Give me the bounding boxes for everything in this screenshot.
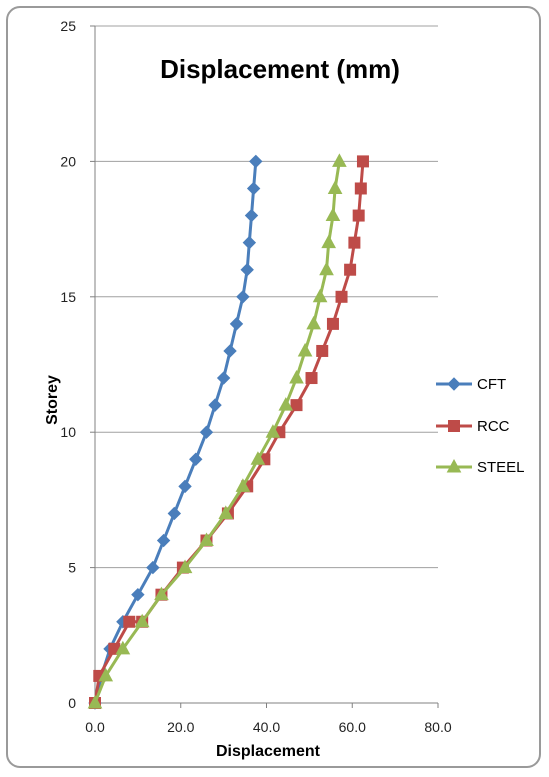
series-steel	[87, 153, 347, 709]
data-point-cft	[223, 344, 237, 358]
legend-label-rcc: RCC	[477, 418, 510, 435]
x-tick-label: 40.0	[253, 719, 280, 735]
series-line-rcc	[93, 161, 365, 704]
y-tick-label: 20	[60, 153, 76, 169]
legend-item-steel: STEEL	[436, 458, 525, 476]
data-point-rcc	[335, 290, 348, 303]
data-point-rcc	[354, 182, 367, 195]
data-point-cft	[156, 533, 171, 548]
data-point-rcc	[344, 263, 357, 276]
data-point-steel	[332, 153, 347, 167]
data-point-rcc	[316, 344, 329, 357]
gridlines	[95, 25, 438, 569]
data-point-steel	[177, 559, 193, 574]
data-point-cft	[242, 235, 257, 250]
data-point-cft	[240, 263, 254, 277]
series-cft	[88, 154, 263, 710]
data-point-steel	[199, 532, 214, 547]
data-point-cft	[167, 506, 182, 521]
data-point-steel	[98, 667, 114, 682]
data-point-cft	[131, 587, 145, 602]
y-tick-label: 5	[68, 560, 76, 576]
data-point-cft	[208, 398, 222, 412]
chart-title: Displacement (mm)	[160, 54, 400, 84]
data-point-cft	[146, 560, 160, 575]
y-axis-label: Storey	[44, 375, 61, 425]
x-axis-label: Displacement	[216, 743, 321, 760]
data-point-rcc	[326, 317, 339, 330]
data-point-cft	[199, 425, 214, 439]
axes: 0 5 10 15 20 25 0.0 20.0 40.0 60.0 80.0	[60, 18, 451, 735]
data-point-rcc	[305, 372, 318, 385]
x-tick-label: 80.0	[424, 719, 451, 735]
legend-item-cft: CFT	[436, 376, 506, 393]
data-point-steel	[115, 640, 131, 655]
legend-item-rcc: RCC	[436, 418, 510, 435]
data-point-steel	[278, 397, 294, 411]
legend-label-steel: STEEL	[477, 459, 525, 476]
y-tick-label: 25	[60, 18, 76, 34]
y-tick-label: 0	[68, 695, 76, 711]
data-point-steel	[306, 315, 322, 330]
data-point-cft	[216, 371, 231, 385]
data-point-steel	[312, 288, 328, 303]
data-point-steel	[327, 180, 343, 194]
data-point-cft	[249, 154, 263, 169]
data-point-steel	[235, 478, 251, 492]
data-point-cft	[246, 181, 261, 196]
data-point-rcc	[290, 399, 303, 412]
x-tick-label: 60.0	[339, 719, 366, 735]
data-point-steel	[297, 342, 313, 357]
data-point-cft	[178, 479, 192, 494]
data-series	[87, 153, 369, 710]
x-tick-label: 20.0	[167, 719, 194, 735]
x-tick-label: 0.0	[85, 719, 105, 735]
data-point-rcc	[348, 236, 361, 249]
legend-label-cft: CFT	[477, 376, 506, 393]
data-point-rcc	[356, 155, 369, 168]
legend-marker-cft	[447, 377, 461, 391]
data-point-rcc	[352, 209, 365, 222]
data-point-steel	[289, 369, 304, 384]
data-point-cft	[229, 317, 244, 331]
y-tick-label: 10	[60, 424, 76, 440]
data-point-steel	[250, 451, 266, 465]
y-tick-label: 15	[60, 289, 76, 305]
data-point-steel	[321, 234, 337, 249]
data-point-steel	[319, 261, 334, 276]
data-point-cft	[236, 290, 250, 304]
legend: CFT RCC STEEL	[436, 376, 525, 476]
data-point-steel	[265, 424, 281, 438]
data-point-steel	[87, 694, 103, 709]
data-point-cft	[189, 452, 203, 466]
data-point-steel	[154, 586, 169, 601]
legend-marker-rcc	[448, 420, 460, 432]
data-point-steel	[325, 207, 341, 222]
data-point-cft	[244, 208, 259, 223]
legend-marker-steel	[446, 458, 462, 473]
data-point-rcc	[123, 615, 136, 628]
data-point-steel	[218, 505, 234, 519]
data-point-steel	[134, 613, 150, 628]
